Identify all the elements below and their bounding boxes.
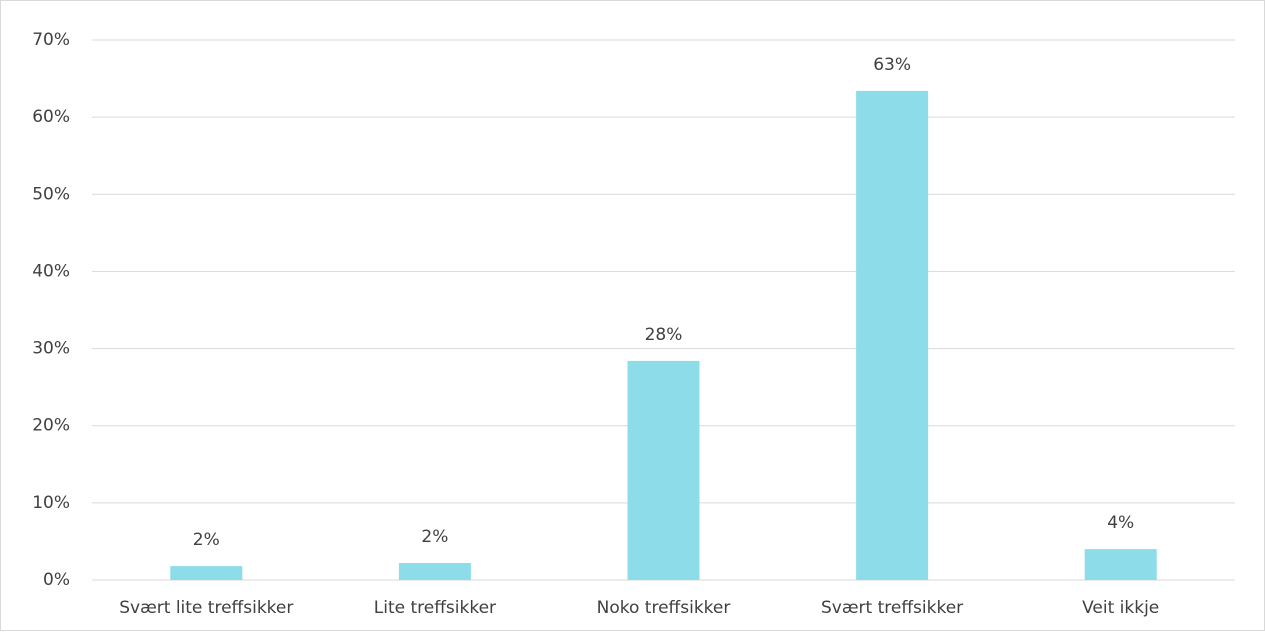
y-tick-label: 10%	[32, 493, 70, 513]
y-tick-label: 0%	[43, 570, 70, 590]
y-tick-label: 70%	[32, 30, 70, 50]
data-label: 4%	[1107, 513, 1134, 533]
x-tick-label: Veit ikkje	[1082, 598, 1159, 618]
bar	[856, 90, 929, 581]
y-tick-label: 40%	[32, 261, 70, 281]
data-label: 63%	[873, 55, 911, 75]
x-tick-label: Lite treffsikker	[374, 598, 496, 618]
x-tick-label: Svært treffsikker	[821, 598, 963, 618]
y-tick-label: 60%	[32, 107, 70, 127]
data-label: 2%	[193, 530, 220, 550]
x-tick-label: Noko treffsikker	[597, 598, 731, 618]
data-label: 2%	[421, 527, 448, 547]
bar	[170, 566, 243, 580]
x-tick-label: Svært lite treffsikker	[119, 598, 293, 618]
bar	[1084, 549, 1157, 580]
y-tick-label: 20%	[32, 416, 70, 436]
data-label: 28%	[645, 325, 683, 345]
y-tick-label: 50%	[32, 184, 70, 204]
y-tick-label: 30%	[32, 339, 70, 359]
bar	[627, 360, 700, 580]
bar	[398, 563, 471, 580]
